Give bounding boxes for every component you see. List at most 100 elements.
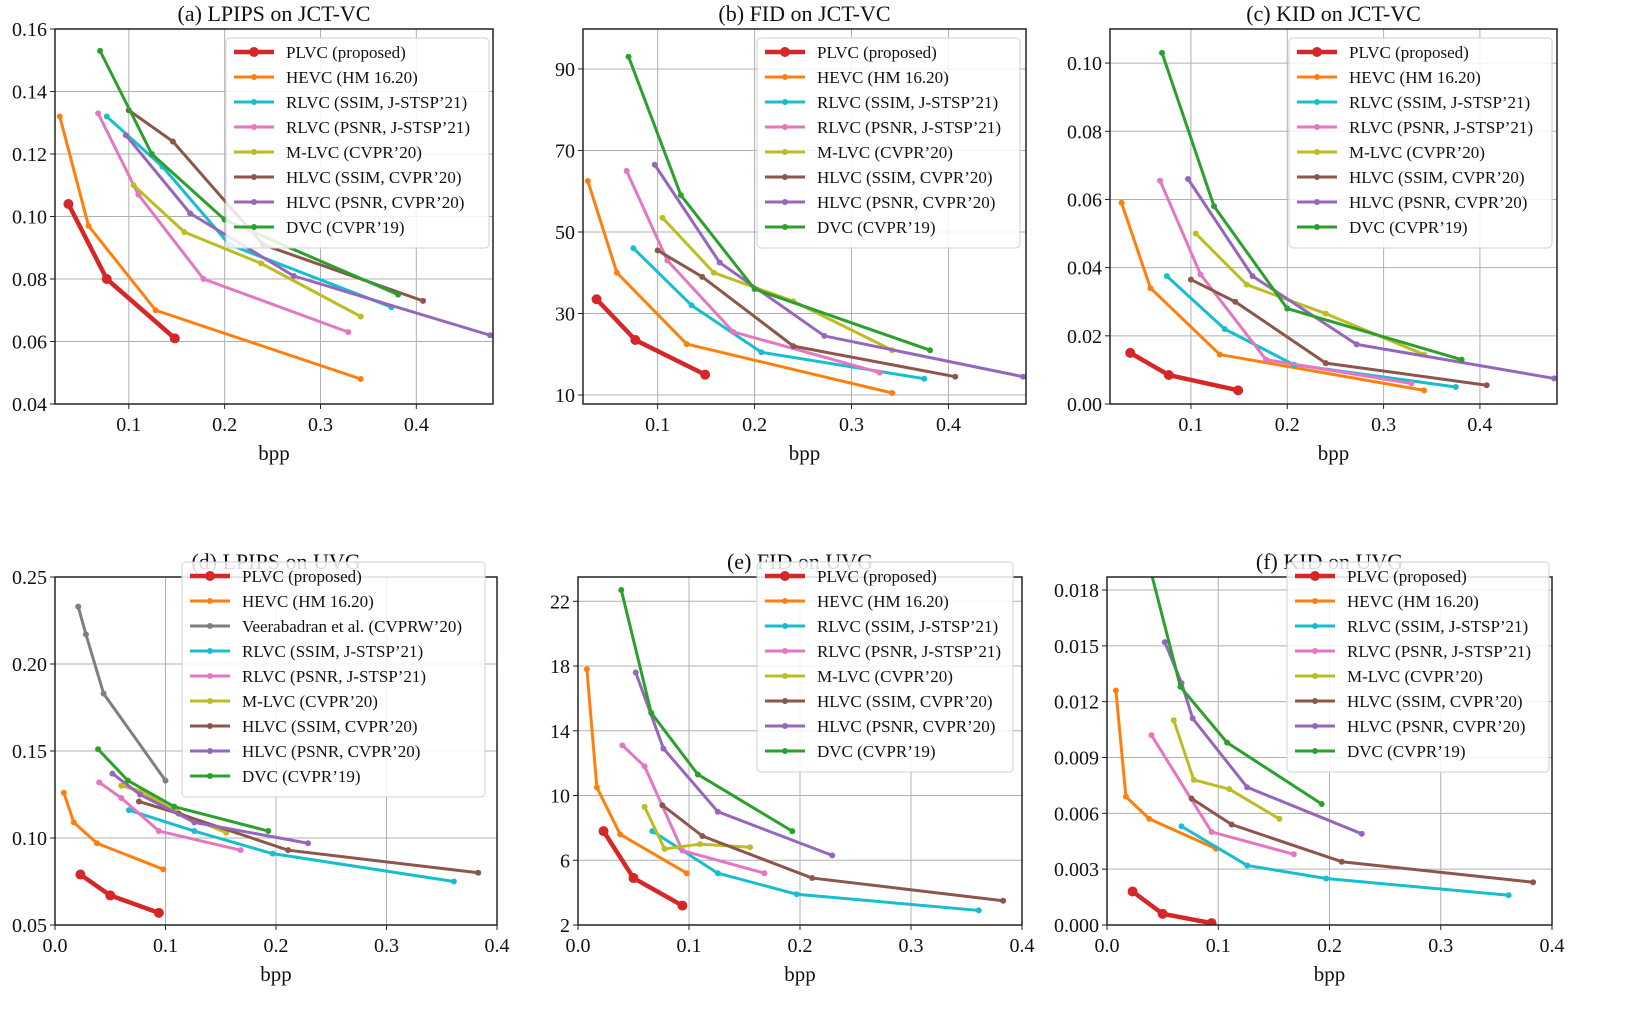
series-line (79, 872, 160, 915)
x-tick-label: 0.3 (1371, 414, 1396, 436)
legend-label: RLVC (SSIM, J-STSP’21) (1349, 93, 1530, 112)
legend-marker (251, 149, 257, 155)
legend-box (756, 561, 1014, 773)
y-tick-label: 0.10 (12, 207, 47, 229)
legend-marker (251, 224, 257, 230)
legend-marker (782, 224, 788, 230)
x-tick-label: 0.2 (1275, 414, 1300, 436)
x-tick-label: 0.4 (936, 414, 961, 436)
series-line (62, 792, 164, 871)
series-line (128, 808, 455, 883)
data-point (1187, 276, 1194, 283)
data-point (1157, 908, 1168, 919)
data-point (135, 191, 142, 198)
legend-item: PLVC (proposed) (765, 567, 937, 586)
chart-title: (a) LPIPS on JCT-VC (178, 1, 371, 26)
data-point (1125, 347, 1136, 358)
legend: PLVC (proposed) HEVC (HM 16.20) RLVC (SSIM… (1288, 37, 1553, 249)
data-point (118, 782, 125, 789)
data-point (659, 802, 666, 809)
data-point (101, 274, 112, 284)
data-point (625, 53, 632, 60)
series-line (1114, 690, 1217, 851)
series-line (1172, 719, 1281, 821)
legend-label: HLVC (PSNR, CVPR’20) (817, 193, 995, 212)
data-point (1452, 383, 1459, 390)
series-line (643, 806, 751, 851)
series-line (1150, 577, 1323, 806)
data-point (191, 819, 198, 826)
legend-item: RLVC (SSIM, J-STSP’21) (190, 642, 423, 661)
legend: PLVC (proposed) HEVC (HM 16.20) RLVC (SSIM… (756, 37, 1021, 249)
y-tick-label: 14 (550, 721, 570, 743)
data-point (85, 222, 92, 229)
series-plvc (63, 199, 180, 344)
data-point (716, 259, 723, 266)
data-point (694, 771, 701, 778)
series-dvc (95, 746, 272, 835)
y-tick-label: 0.00 (1067, 394, 1102, 416)
x-tick-label: 0.2 (212, 414, 237, 436)
y-tick-label: 0.05 (12, 915, 47, 937)
data-point (130, 182, 137, 189)
legend-label: DVC (CVPR’19) (242, 767, 361, 786)
data-point (1197, 271, 1204, 278)
data-point (126, 807, 133, 814)
data-point (181, 229, 188, 236)
legend-label: HLVC (PSNR, CVPR’20) (817, 717, 995, 736)
legend-item: RLVC (PSNR, J-STSP’21) (1297, 118, 1533, 137)
data-point (109, 770, 116, 777)
legend-item: PLVC (proposed) (1297, 43, 1469, 62)
legend-label: HLVC (SSIM, CVPR’20) (242, 717, 418, 736)
data-point (677, 192, 684, 199)
legend-marker (1314, 224, 1320, 230)
x-tick-label: 0.1 (677, 935, 702, 957)
data-point (258, 260, 265, 267)
data-point (420, 297, 427, 304)
series-rlvc-psnr (95, 110, 352, 336)
legend-label: HEVC (HM 16.20) (286, 68, 418, 87)
legend-item: PLVC (proposed) (190, 567, 362, 586)
legend-label: HLVC (SSIM, CVPR’20) (286, 168, 462, 187)
legend-label: M-LVC (CVPR’20) (817, 143, 953, 162)
legend-marker (207, 723, 213, 729)
data-point (1170, 717, 1177, 724)
legend-item: HLVC (SSIM, CVPR’20) (765, 168, 993, 187)
data-point (1318, 801, 1325, 808)
series-rlvc-psnr (619, 742, 768, 877)
legend-marker (1312, 748, 1318, 754)
data-point (152, 307, 159, 314)
data-point (1408, 380, 1415, 387)
series-hlvc-ssim (659, 802, 1007, 904)
legend-label: HEVC (HM 16.20) (1349, 68, 1481, 87)
data-point (699, 832, 706, 839)
legend-marker (1312, 673, 1318, 679)
data-point (632, 669, 639, 676)
y-tick-label: 0.14 (12, 82, 47, 104)
series-dvc (625, 53, 934, 354)
legend-marker (205, 571, 215, 581)
data-point (169, 333, 180, 344)
series-mlvc (130, 182, 364, 320)
legend-marker (1314, 124, 1320, 130)
series-line (585, 669, 688, 875)
legend-marker (1312, 623, 1318, 629)
data-point (688, 302, 695, 309)
data-point (683, 870, 690, 877)
data-point (697, 841, 704, 848)
y-tick-label: 30 (555, 304, 575, 326)
data-point (699, 273, 706, 280)
legend-item: RLVC (SSIM, J-STSP’21) (1297, 93, 1530, 112)
data-point (357, 376, 364, 382)
data-point (1148, 732, 1155, 739)
legend-marker (1314, 174, 1320, 180)
legend-label: HLVC (PSNR, CVPR’20) (242, 742, 420, 761)
x-tick-label: 0.3 (1428, 935, 1453, 957)
data-point (103, 113, 110, 120)
data-point (619, 742, 626, 749)
data-point (921, 375, 928, 382)
data-point (1221, 326, 1228, 332)
series-plvc (598, 826, 688, 911)
data-point (135, 798, 142, 805)
